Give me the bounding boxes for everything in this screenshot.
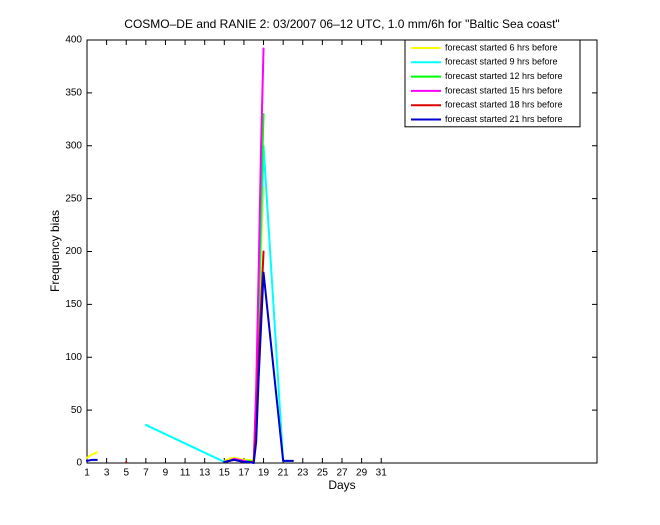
x-tick-label: 19: [258, 468, 270, 479]
x-tick-label: 15: [219, 468, 231, 479]
y-tick-label: 0: [76, 458, 82, 469]
x-tick-label: 5: [123, 468, 129, 479]
x-tick-label: 23: [297, 468, 309, 479]
y-tick-label: 150: [65, 299, 82, 310]
y-tick-label: 200: [65, 246, 82, 257]
x-axis-label: Days: [328, 478, 355, 492]
x-tick-label: 31: [376, 468, 388, 479]
legend-label: forecast started 18 hrs before: [445, 100, 563, 110]
x-tick-label: 1: [84, 468, 90, 479]
y-axis-label: Frequency bias: [48, 210, 62, 292]
legend-label: forecast started 12 hrs before: [445, 71, 563, 81]
x-tick-label: 9: [163, 468, 169, 479]
y-tick-label: 400: [65, 35, 82, 46]
x-tick-label: 7: [143, 468, 149, 479]
x-tick-label: 27: [336, 468, 348, 479]
legend-box: [404, 39, 581, 128]
x-tick-label: 21: [278, 468, 290, 479]
y-tick-label: 100: [65, 352, 82, 363]
x-tick-label: 3: [104, 468, 110, 479]
x-tick-label: 11: [180, 468, 191, 479]
x-tick-label: 17: [238, 468, 250, 479]
legend-label: forecast started 21 hrs before: [445, 114, 563, 124]
data-line: [86, 271, 294, 464]
legend-label: forecast started 6 hrs before: [445, 42, 558, 52]
legend-label: forecast started 9 hrs before: [445, 57, 558, 67]
legend-label: forecast started 15 hrs before: [445, 85, 563, 95]
y-tick-label: 250: [65, 193, 82, 204]
x-tick-label: 25: [317, 468, 329, 479]
y-tick-label: 300: [65, 140, 82, 151]
y-tick-label: 50: [71, 405, 83, 416]
chart-title: COSMO–DE and RANIE 2: 03/2007 06–12 UTC,…: [124, 17, 559, 31]
x-tick-label: 13: [199, 468, 211, 479]
y-tick-label: 350: [65, 88, 82, 99]
x-tick-label: 29: [356, 468, 368, 479]
